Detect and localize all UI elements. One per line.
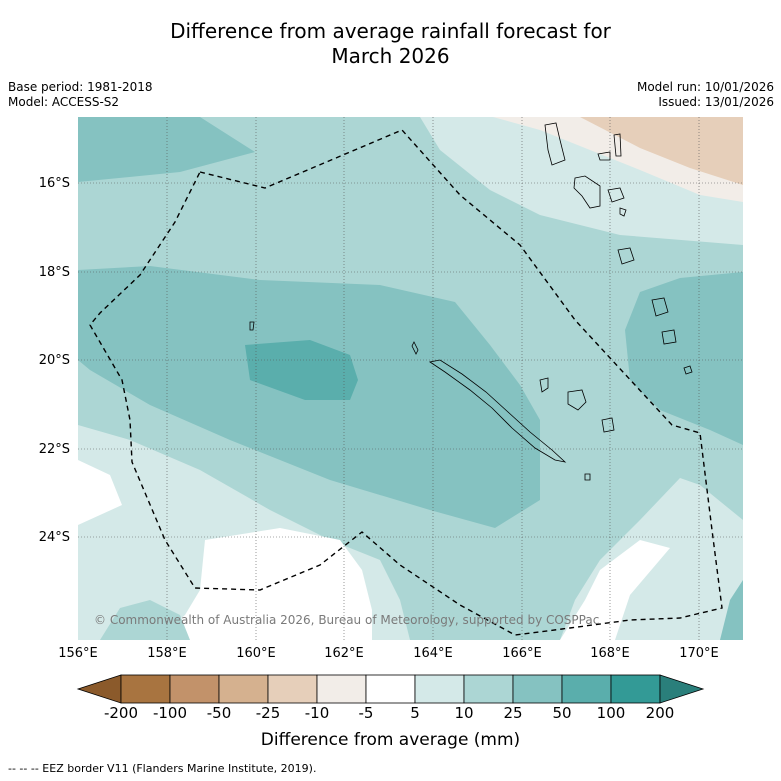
colorbar-swatch bbox=[610, 674, 661, 704]
colorbar-swatch bbox=[365, 674, 416, 704]
efate-island bbox=[617, 247, 635, 265]
ambae-island bbox=[597, 151, 611, 161]
ambrym-island bbox=[607, 187, 625, 203]
colorbar-tick: 100 bbox=[596, 704, 626, 722]
colorbar-tick: 200 bbox=[645, 704, 675, 722]
lon-label: 164°E bbox=[413, 646, 453, 661]
band-25-50-northwest bbox=[78, 117, 255, 182]
band-neutral-southeast bbox=[560, 540, 670, 640]
colorbar-swatch bbox=[414, 674, 465, 704]
colorbar-tick: 10 bbox=[454, 704, 474, 722]
footer-legend: -- -- -- EEZ border V11 (Flanders Marine… bbox=[8, 762, 317, 775]
title-line-1: Difference from average rainfall forecas… bbox=[170, 19, 611, 43]
lon-label: 166°E bbox=[502, 646, 542, 661]
colorbar-swatch bbox=[120, 674, 171, 704]
band-25-50-east bbox=[625, 272, 743, 445]
band-10-25-south bbox=[100, 600, 190, 640]
colorbar bbox=[76, 674, 705, 704]
colorbar-swatch bbox=[316, 674, 367, 704]
espiritu-santo-island bbox=[544, 122, 566, 166]
map-plot-area bbox=[78, 117, 743, 640]
lon-label: 156°E bbox=[58, 646, 98, 661]
band-neutral-southwest bbox=[155, 528, 372, 640]
band-25-50-southeast bbox=[720, 580, 743, 640]
colorbar-tick: -200 bbox=[103, 704, 139, 722]
eez-border bbox=[89, 129, 723, 636]
lon-label: 160°E bbox=[236, 646, 276, 661]
chart-title: Difference from average rainfall forecas… bbox=[0, 19, 781, 69]
islands bbox=[249, 122, 693, 481]
lat-label: 20°S bbox=[38, 353, 70, 368]
colorbar-extend-high bbox=[659, 674, 705, 704]
colorbar-swatch bbox=[267, 674, 318, 704]
lat-label: 18°S bbox=[38, 265, 70, 280]
lat-label: 16°S bbox=[38, 176, 70, 191]
colorbar-swatch bbox=[463, 674, 514, 704]
colorbar-tick: -25 bbox=[255, 704, 281, 722]
graticule bbox=[78, 117, 743, 640]
colorbar-swatch bbox=[561, 674, 612, 704]
colorbar-tick: -100 bbox=[152, 704, 188, 722]
lon-label: 162°E bbox=[324, 646, 364, 661]
base-period: Base period: 1981-2018 bbox=[8, 80, 153, 94]
colorbar-swatch bbox=[218, 674, 269, 704]
lon-label: 170°E bbox=[679, 646, 719, 661]
lon-label: 158°E bbox=[147, 646, 187, 661]
colorbar-extend-low bbox=[76, 674, 122, 704]
colorbar-title: Difference from average (mm) bbox=[260, 730, 521, 750]
title-line-2: March 2026 bbox=[331, 44, 450, 68]
colorbar-tick: -5 bbox=[358, 704, 374, 722]
lifou-island bbox=[567, 389, 587, 411]
issued-date: Issued: 13/01/2026 bbox=[658, 95, 774, 109]
aneityum-island bbox=[683, 365, 693, 375]
colorbar-tick: 5 bbox=[410, 704, 420, 722]
band-neutral-west bbox=[78, 460, 122, 525]
new-caledonia-island bbox=[428, 359, 567, 463]
colorbar-tick: 50 bbox=[552, 704, 572, 722]
band-neg10-neg5-northeast bbox=[580, 117, 743, 185]
maewo-island bbox=[613, 133, 622, 157]
colorbar-tick: -10 bbox=[304, 704, 330, 722]
lat-label: 24°S bbox=[38, 530, 70, 545]
mare-island bbox=[601, 417, 615, 433]
chesterfield-island bbox=[249, 321, 255, 331]
copyright-credit: © Commonwealth of Australia 2026, Bureau… bbox=[94, 613, 600, 627]
lon-label: 168°E bbox=[590, 646, 630, 661]
tanna-island bbox=[661, 329, 677, 345]
band-50-100-central bbox=[245, 340, 358, 400]
erromango-island bbox=[651, 297, 669, 317]
colorbar-tick: -50 bbox=[206, 704, 232, 722]
malekula-island bbox=[573, 175, 601, 209]
colorbar-tick: 25 bbox=[503, 704, 523, 722]
model-run: Model run: 10/01/2026 bbox=[636, 80, 774, 94]
belep-island bbox=[411, 341, 419, 355]
lat-label: 22°S bbox=[38, 442, 70, 457]
colorbar-swatch bbox=[169, 674, 220, 704]
meta-right: Model run: 10/01/2026 Issued: 13/01/2026 bbox=[637, 80, 774, 110]
colorbar-swatch bbox=[512, 674, 563, 704]
epi-island bbox=[619, 207, 627, 217]
model-name: Model: ACCESS-S2 bbox=[8, 95, 120, 109]
ouvea-island bbox=[539, 377, 549, 393]
ile-des-pins-island bbox=[584, 473, 591, 481]
meta-left: Base period: 1981-2018 Model: ACCESS-S2 bbox=[8, 80, 153, 110]
